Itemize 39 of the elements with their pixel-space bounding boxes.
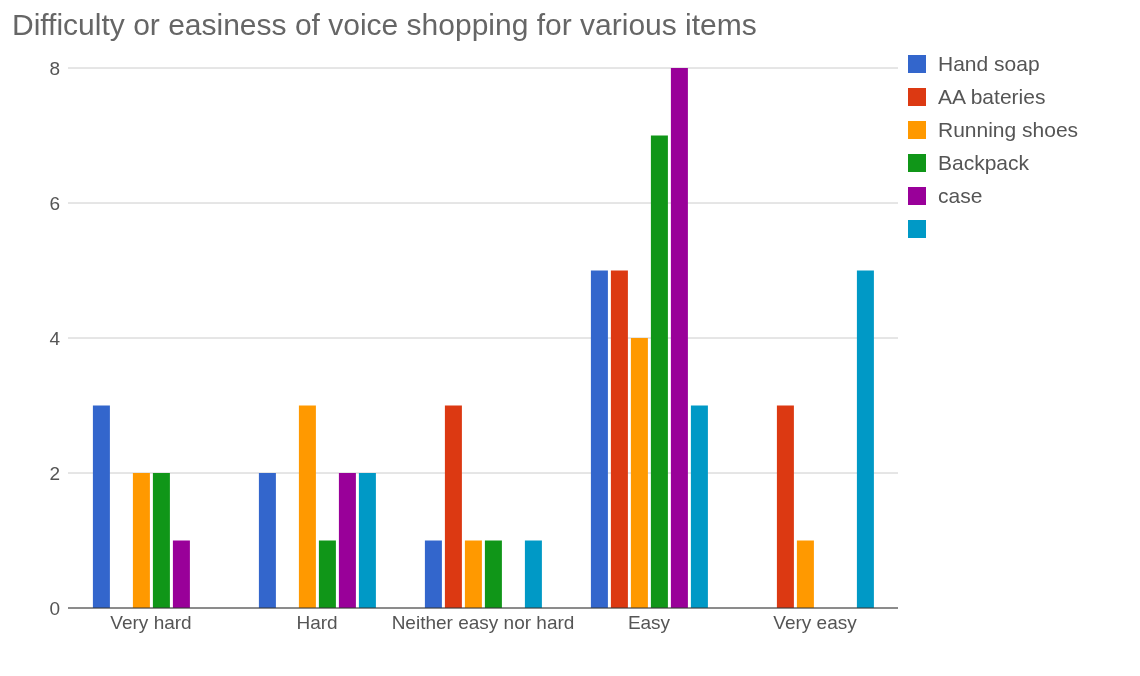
bar <box>444 405 462 608</box>
x-tick-label: Neither easy nor hard <box>391 612 575 634</box>
x-tick-label: Hard <box>296 612 338 634</box>
bar <box>464 540 482 608</box>
x-tick-label: Very easy <box>773 612 858 634</box>
y-tick-label: 4 <box>49 327 61 349</box>
bar <box>796 540 814 608</box>
legend-label: case <box>938 183 983 208</box>
y-tick-label: 6 <box>49 192 60 214</box>
bar <box>172 540 190 608</box>
chart-title: Difficulty or easiness of voice shopping for various items <box>11 8 758 43</box>
bar <box>630 338 648 608</box>
bar <box>650 135 668 608</box>
bar <box>424 540 442 608</box>
bar <box>776 405 794 608</box>
bar <box>524 540 542 608</box>
x-tick-label: Very hard <box>110 612 192 634</box>
legend-label: Running shoes <box>938 117 1079 142</box>
bar <box>690 405 708 608</box>
bar <box>258 473 276 608</box>
bar <box>670 68 688 608</box>
bar <box>610 270 628 608</box>
bar <box>358 473 376 608</box>
bar <box>856 270 874 608</box>
y-tick-label: 0 <box>49 597 60 619</box>
bar <box>152 473 170 608</box>
legend-label: Hand soap <box>938 51 1040 76</box>
bar <box>92 405 110 608</box>
x-tick-label: Easy <box>627 612 671 634</box>
legend-label: AA bateries <box>938 84 1046 109</box>
y-tick-label: 8 <box>49 57 60 79</box>
bar <box>484 540 502 608</box>
legend-label: Backpack <box>938 150 1030 175</box>
bar <box>298 405 316 608</box>
bar <box>338 473 356 608</box>
bar <box>132 473 150 608</box>
bar <box>590 270 608 608</box>
y-tick-label: 2 <box>49 462 60 484</box>
bar <box>318 540 336 608</box>
